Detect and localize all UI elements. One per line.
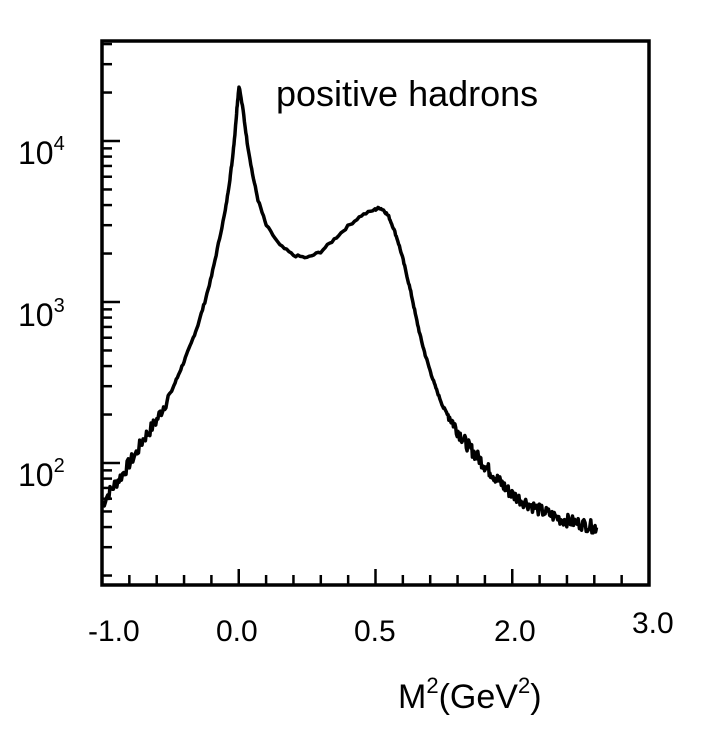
series-line: [100, 85, 599, 535]
x-tick-label-0: 0.0: [216, 615, 258, 648]
x-tick-label-3: 3.0: [632, 607, 674, 640]
x-tick-label-2: 2.0: [494, 615, 536, 648]
tick-marks: [100, 42, 651, 585]
x-tick-label-0-5: 0.5: [354, 615, 396, 648]
y-tick-label-10e2: 102: [18, 455, 65, 493]
plot-frame: [100, 39, 651, 587]
x-tick-label-minus-1: -1.0: [88, 615, 140, 648]
y-tick-label-10e4: 104: [18, 133, 65, 171]
x-axis-title: M2(GeV2): [398, 673, 542, 716]
annotation-positive-hadrons: positive hadrons: [276, 73, 538, 114]
y-tick-label-10e3: 103: [18, 295, 65, 333]
